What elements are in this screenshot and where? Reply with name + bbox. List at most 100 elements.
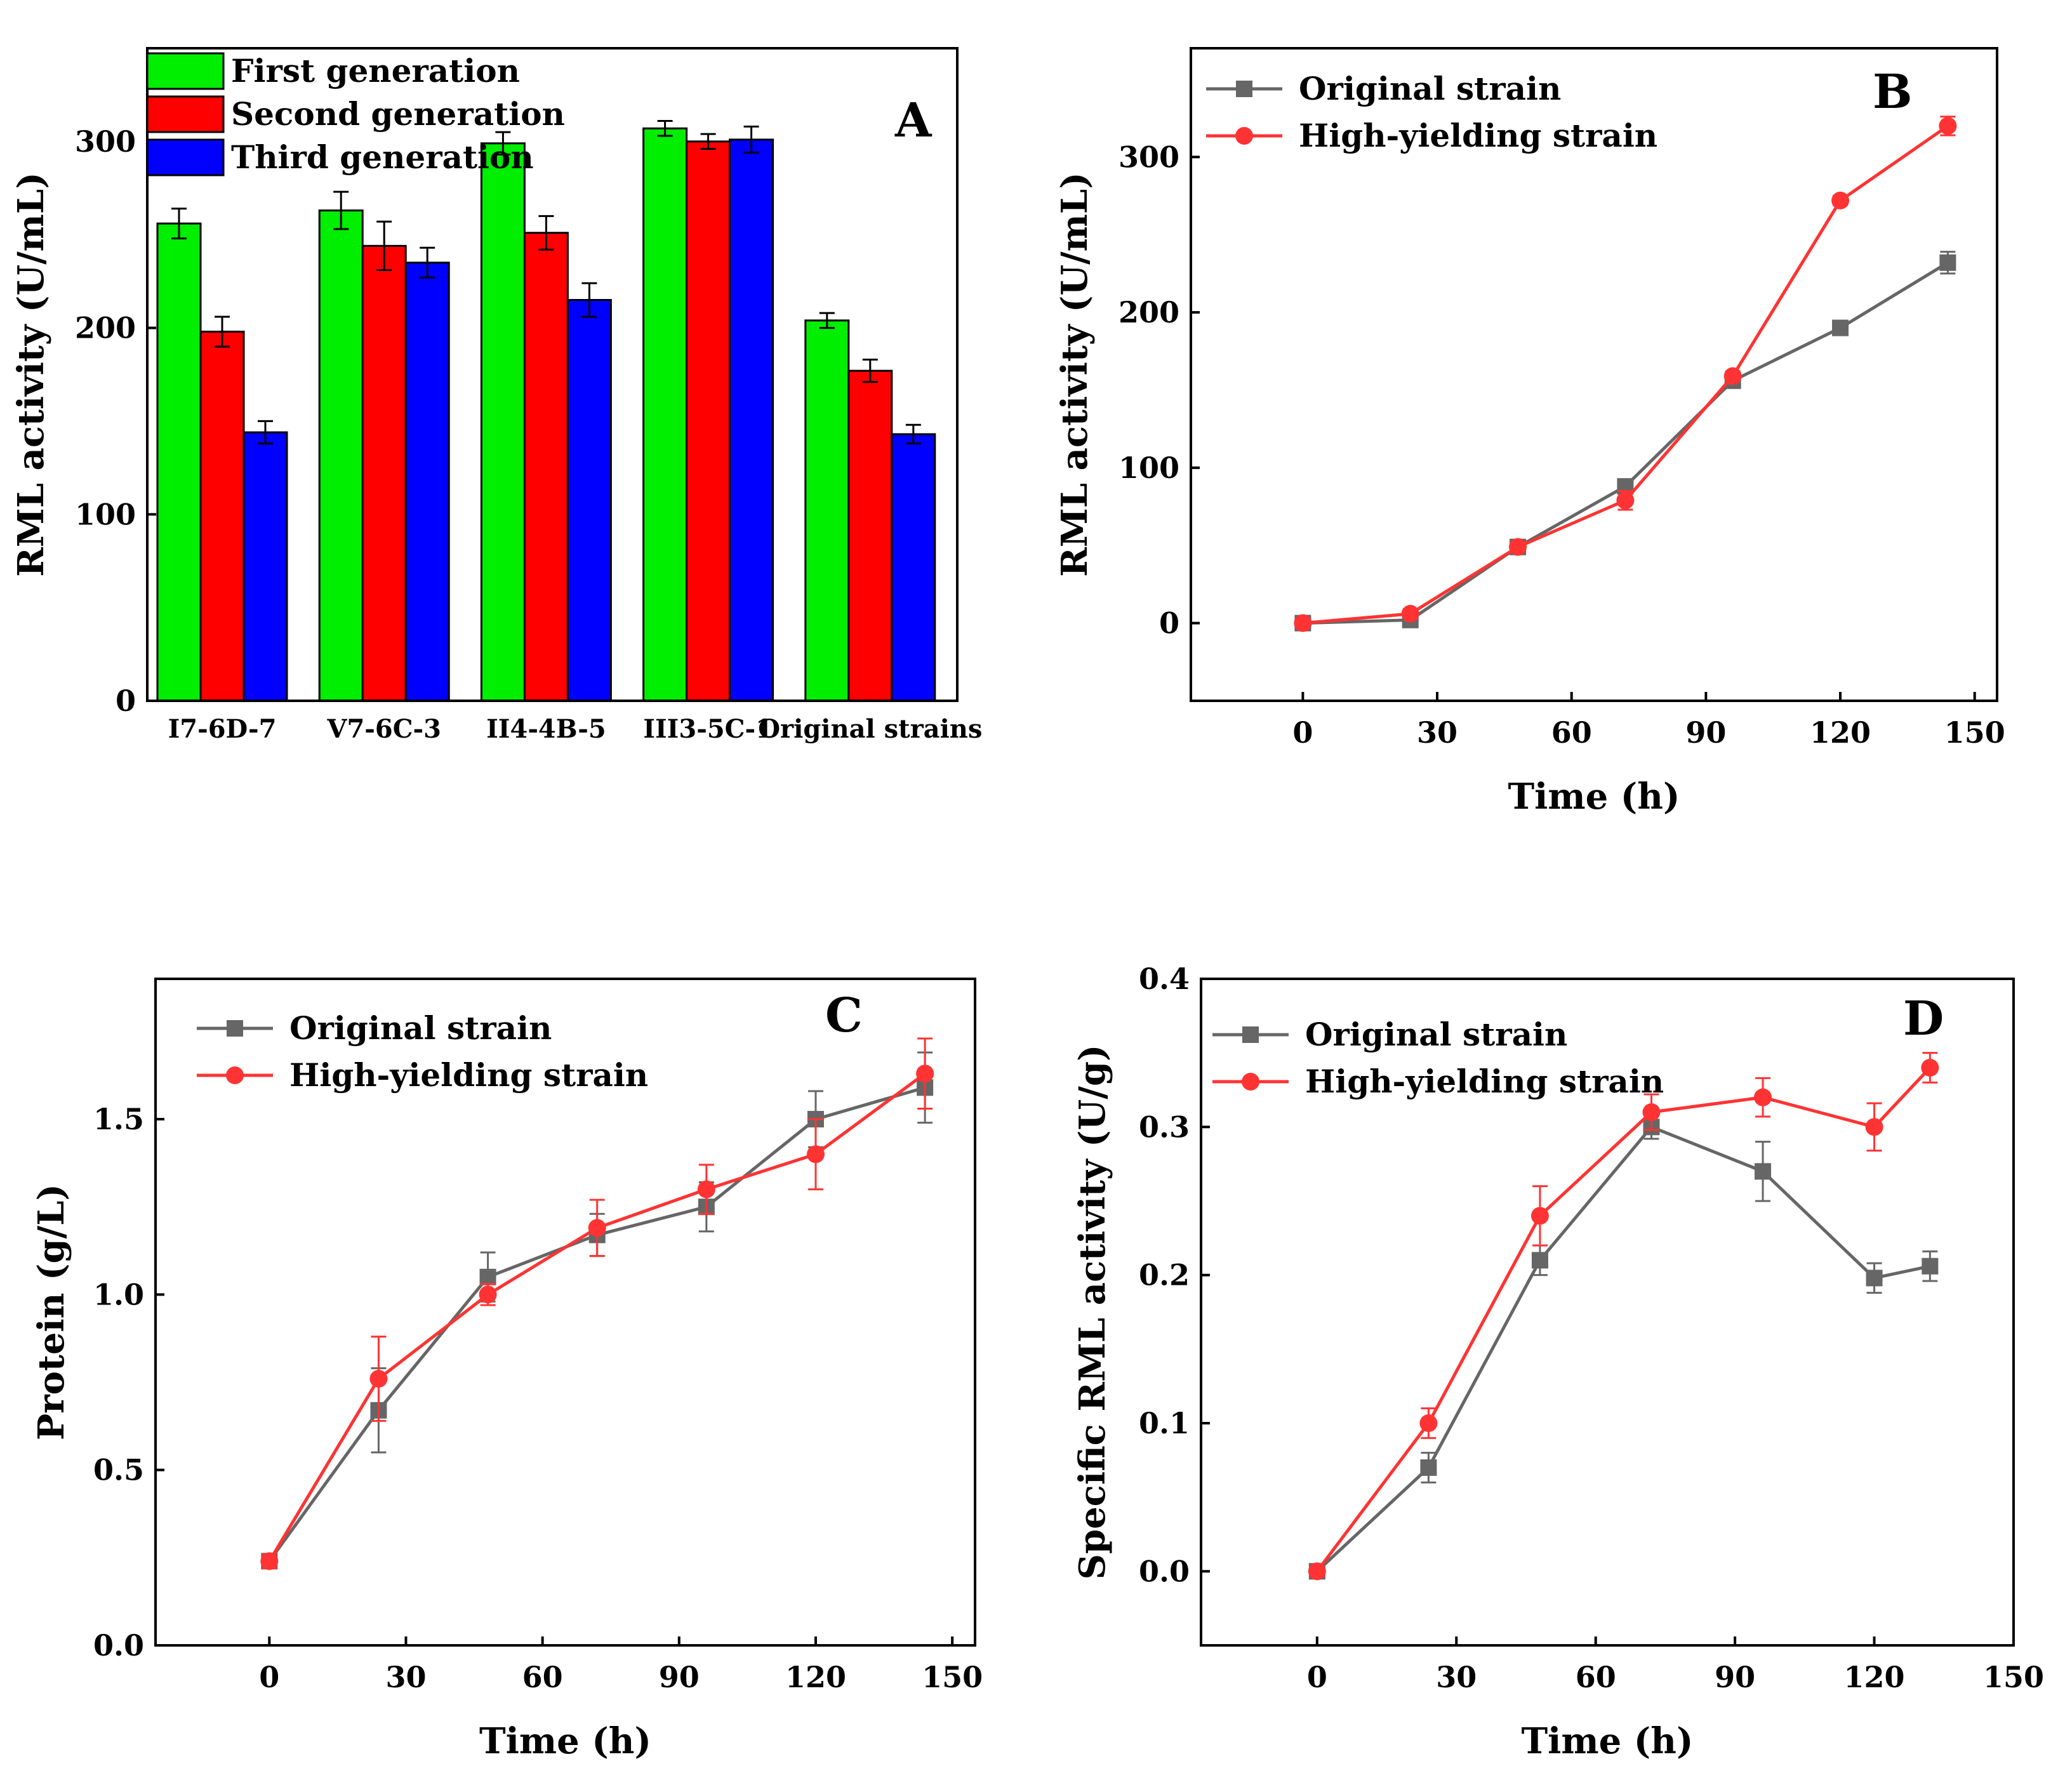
y-tick-label: 0.0 xyxy=(1139,1554,1190,1588)
y-tick-label: 0 xyxy=(116,684,136,718)
data-point xyxy=(916,1065,934,1083)
data-point xyxy=(1754,1088,1772,1106)
x-tick-label: 60 xyxy=(1551,715,1592,750)
data-point xyxy=(1922,1258,1939,1275)
y-axis-title: Protein (g/L) xyxy=(30,1184,72,1440)
x-axis-title: Time (h) xyxy=(1521,1720,1693,1762)
data-point xyxy=(1401,604,1419,623)
legend-marker xyxy=(1242,1026,1259,1043)
bar xyxy=(566,299,612,702)
data-point xyxy=(1921,1059,1939,1077)
legend-marker xyxy=(1236,81,1252,97)
y-tick-label: 1.0 xyxy=(93,1277,144,1311)
x-category-label: V7-6C-3 xyxy=(326,714,441,744)
legend-label: Original strain xyxy=(1305,1016,1567,1053)
y-tick-label: 1.5 xyxy=(93,1102,144,1136)
legend-swatch xyxy=(146,95,225,133)
panel-letter: A xyxy=(894,93,933,148)
x-tick-label: 120 xyxy=(1844,1660,1905,1694)
legend-marker xyxy=(1242,1073,1259,1091)
x-category-label: Original strains xyxy=(758,714,982,744)
panel-d: 0 30 60 90 120 150 Time (h) 0.0 0.1 0.2 0.3 0.4 Spec… xyxy=(1072,962,2044,1762)
series-line xyxy=(268,1072,926,1562)
y-tick-label: 0.2 xyxy=(1139,1258,1190,1292)
data-point xyxy=(697,1180,715,1198)
x-axis-title: Time (h) xyxy=(1508,776,1680,818)
bar xyxy=(242,431,288,702)
bar xyxy=(847,369,893,702)
bar xyxy=(318,209,364,702)
series-line xyxy=(1303,124,1949,625)
y-tick-label: 0.0 xyxy=(93,1628,144,1663)
x-category-label: II4-4B-5 xyxy=(486,714,606,744)
x-tick-label: 30 xyxy=(385,1660,426,1694)
bar xyxy=(480,142,526,702)
x-axis-title: Time (h) xyxy=(479,1720,651,1762)
data-point xyxy=(1865,1118,1883,1136)
data-point xyxy=(1723,367,1742,385)
x-tick-label: 150 xyxy=(1983,1660,2044,1694)
legend-label: High-yielding strain xyxy=(1305,1063,1664,1100)
y-tick-label: 0.1 xyxy=(1139,1406,1190,1440)
x-tick-label: 0 xyxy=(1307,1660,1327,1694)
y-tick-label: 0.3 xyxy=(1139,1110,1190,1144)
plot-frame xyxy=(154,978,976,1647)
x-tick-label: 30 xyxy=(1417,715,1457,750)
data-point xyxy=(1420,1459,1437,1476)
data-point xyxy=(1509,538,1527,556)
data-point xyxy=(260,1552,279,1570)
legend-marker xyxy=(1235,127,1253,145)
x-tick-label: 90 xyxy=(659,1660,700,1694)
data-point xyxy=(479,1268,496,1285)
legend-label: Second generation xyxy=(231,95,565,133)
data-point xyxy=(1308,1562,1326,1581)
series-line xyxy=(1315,1066,1932,1572)
legend-label: Original strain xyxy=(289,1009,552,1047)
x-tick-label: 60 xyxy=(522,1660,563,1694)
data-point xyxy=(1642,1103,1661,1121)
legend-marker xyxy=(226,1066,244,1084)
y-tick-label: 100 xyxy=(1119,451,1179,485)
bar xyxy=(729,138,774,702)
x-tick-label: 0 xyxy=(1292,715,1313,750)
legend-label: High-yielding strain xyxy=(1299,117,1657,154)
data-point xyxy=(1530,1207,1549,1225)
x-tick-label: 120 xyxy=(1810,715,1871,750)
legend-label: First generation xyxy=(231,52,520,90)
x-tick-label: 0 xyxy=(259,1660,279,1694)
x-category-label: III3-5C-1 xyxy=(643,714,773,744)
x-tick-label: 90 xyxy=(1715,1660,1755,1694)
panel-b: 0 30 60 90 120 150 Time (h) 0 100 200 300 RML activ… xyxy=(1054,47,2005,818)
data-point xyxy=(1755,1163,1772,1180)
x-tick-label: 60 xyxy=(1576,1660,1616,1694)
y-axis-title: RML activity (U/mL) xyxy=(1054,172,1096,577)
y-axis-title: RML activity (U/mL) xyxy=(10,172,52,577)
plot-frame xyxy=(1190,47,1998,702)
series-line xyxy=(1316,1125,1930,1573)
series-line xyxy=(1303,261,1949,625)
y-tick-label: 300 xyxy=(1119,140,1179,174)
panel-letter: B xyxy=(1873,65,1913,119)
y-tick-label: 200 xyxy=(75,311,136,345)
bar xyxy=(891,433,936,702)
data-point xyxy=(369,1370,388,1388)
data-point xyxy=(1616,491,1635,510)
y-tick-label: 0.4 xyxy=(1139,962,1190,996)
data-point xyxy=(1866,1270,1883,1287)
x-tick-label: 120 xyxy=(785,1660,846,1694)
series-line xyxy=(268,1085,926,1562)
panel-a: 0 100 200 300 RML activity (U/mL) I7-6D-7 V7-6… xyxy=(10,47,982,744)
data-point xyxy=(1832,319,1849,336)
y-tick-label: 100 xyxy=(75,497,136,531)
legend-label: Third generation xyxy=(231,138,534,176)
data-point xyxy=(1294,614,1312,632)
data-point xyxy=(1831,191,1850,209)
bar xyxy=(361,244,407,702)
legend-label: High-yielding strain xyxy=(289,1056,648,1094)
bar xyxy=(804,319,850,702)
y-tick-label: 0.5 xyxy=(93,1453,144,1487)
legend-marker xyxy=(227,1020,243,1037)
x-tick-label: 90 xyxy=(1685,715,1726,750)
data-point xyxy=(1531,1252,1548,1269)
